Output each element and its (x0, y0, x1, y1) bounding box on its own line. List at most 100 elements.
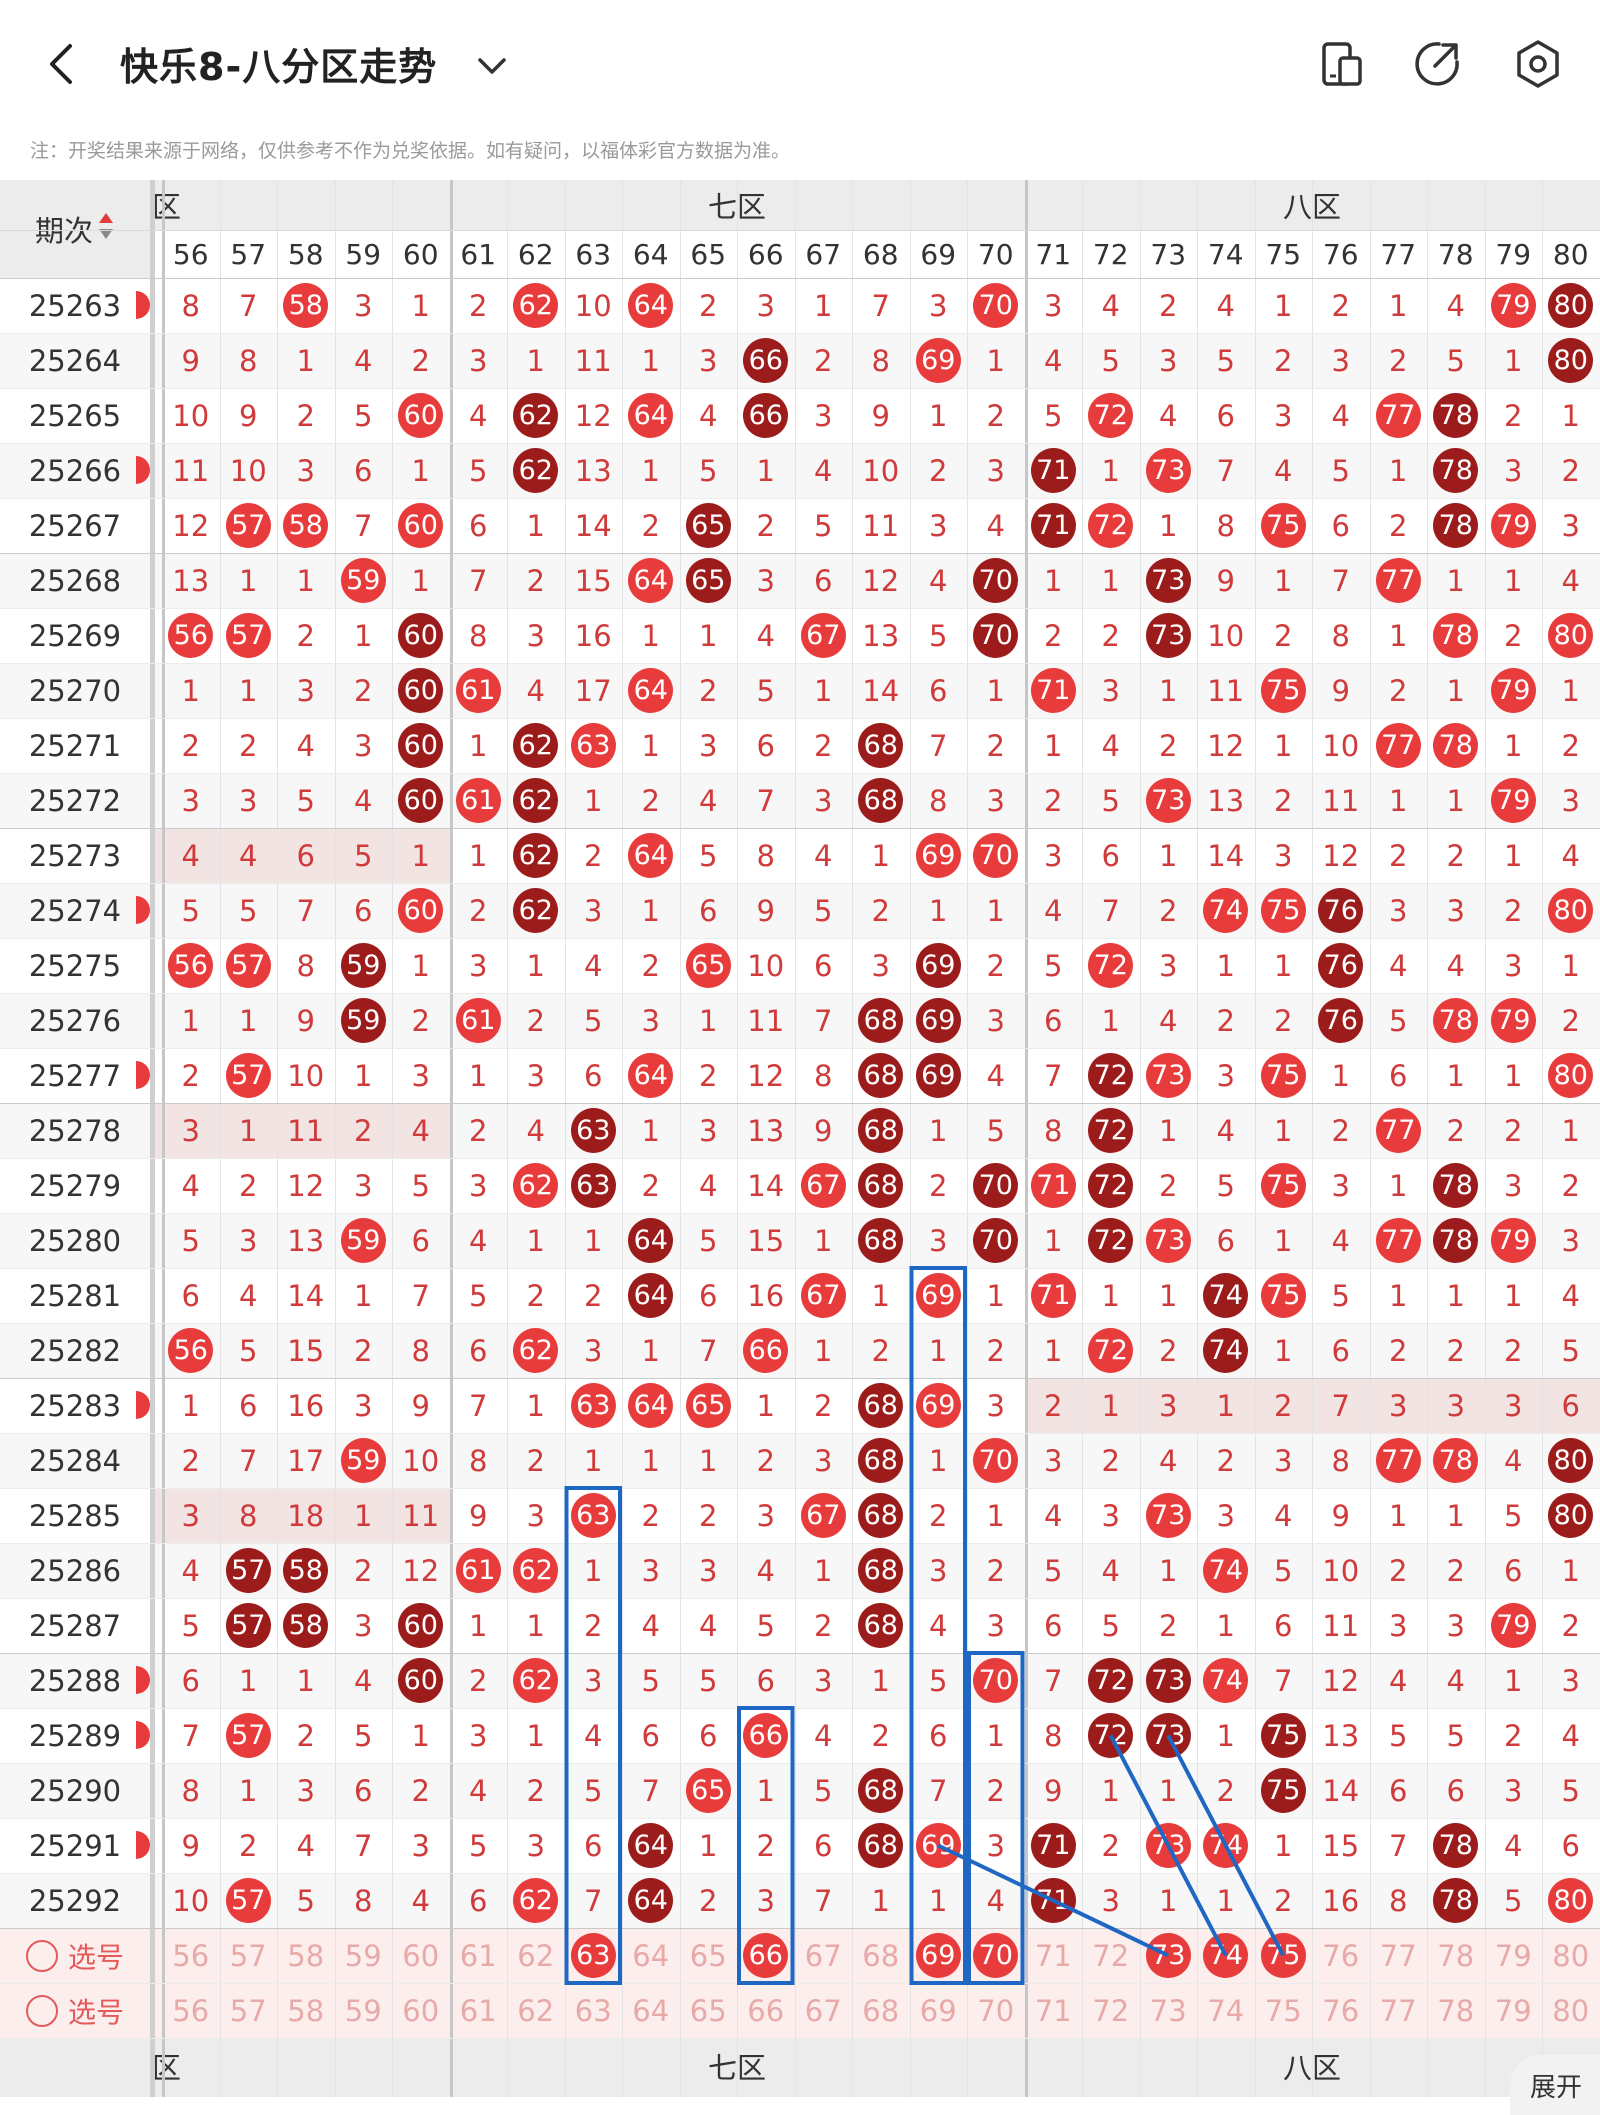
number-cell: 64 (622, 663, 680, 718)
miss-count: 3 (1370, 883, 1428, 938)
select-cell[interactable]: 78 (1427, 1928, 1485, 1983)
select-cell[interactable]: 71 (1025, 1928, 1083, 1983)
selected-ball[interactable]: 74 (1203, 1933, 1248, 1978)
miss-count: 5 (1542, 1323, 1600, 1378)
select-cell[interactable]: 68 (852, 1983, 910, 2038)
select-cell[interactable]: 65 (680, 1928, 738, 1983)
table-row-issue: 25281 (0, 1268, 150, 1323)
hit-ball: 61 (456, 1548, 501, 1593)
miss-count: 1 (1542, 388, 1600, 443)
select-cell[interactable]: 73 (1140, 1928, 1198, 1983)
select-cell[interactable]: 72 (1082, 1983, 1140, 2038)
issue-sort-header[interactable]: 期次 (0, 180, 150, 278)
select-cell[interactable]: 67 (795, 1983, 853, 2038)
select-cell[interactable]: 61 (450, 1928, 508, 1983)
grid-vline (967, 180, 968, 2097)
device-button[interactable] (1310, 32, 1374, 96)
selected-ball[interactable]: 75 (1261, 1933, 1306, 1978)
hit-ball-streak: 71 (1031, 1823, 1076, 1868)
table-row-issue: 25264 (0, 333, 150, 388)
selected-ball[interactable]: 70 (973, 1933, 1018, 1978)
select-cell[interactable]: 62 (507, 1928, 565, 1983)
select-cell[interactable]: 60 (392, 1928, 450, 1983)
select-cell[interactable]: 69 (910, 1983, 968, 2038)
select-cell[interactable]: 60 (392, 1983, 450, 2038)
select-circle-icon[interactable] (26, 1940, 58, 1972)
select-cell[interactable]: 66 (737, 1928, 795, 1983)
hit-ball: 73 (1146, 1493, 1191, 1538)
expand-button[interactable]: 展开 (1510, 2055, 1600, 2115)
number-cell: 76 (1312, 993, 1370, 1048)
select-cell[interactable]: 77 (1370, 1928, 1428, 1983)
hit-ball-streak: 78 (1433, 1163, 1478, 1208)
sort-icon (97, 211, 115, 248)
select-cell[interactable]: 75 (1255, 1928, 1313, 1983)
select-cell[interactable]: 70 (967, 1983, 1025, 2038)
select-cell[interactable]: 59 (335, 1983, 393, 2038)
select-cell[interactable]: 75 (1255, 1983, 1313, 2038)
select-cell[interactable]: 79 (1485, 1928, 1543, 1983)
miss-count: 1 (1140, 1268, 1198, 1323)
select-cell[interactable]: 79 (1485, 1983, 1543, 2038)
number-cell: 68 (852, 1433, 910, 1488)
select-cell[interactable]: 67 (795, 1928, 853, 1983)
select-cell[interactable]: 68 (852, 1928, 910, 1983)
select-cell[interactable]: 74 (1197, 1983, 1255, 2038)
select-cell[interactable]: 70 (967, 1928, 1025, 1983)
settings-button[interactable] (1506, 32, 1570, 96)
select-cell[interactable]: 73 (1140, 1983, 1198, 2038)
selection-row-label[interactable]: 选号 (0, 1983, 150, 2038)
selected-ball[interactable]: 66 (743, 1933, 788, 1978)
miss-count: 4 (392, 1873, 450, 1928)
select-cell[interactable]: 56 (162, 1928, 220, 1983)
select-cell[interactable]: 58 (277, 1983, 335, 2038)
select-cell[interactable]: 76 (1312, 1983, 1370, 2038)
hit-ball: 63 (571, 1493, 616, 1538)
select-circle-icon[interactable] (26, 1995, 58, 2027)
select-cell[interactable]: 80 (1542, 1983, 1600, 2038)
number-cell: 64 (622, 1268, 680, 1323)
selection-row-label[interactable]: 选号 (0, 1928, 150, 1983)
select-cell[interactable]: 64 (622, 1983, 680, 2038)
miss-count: 4 (680, 388, 738, 443)
miss-count: 1 (1140, 828, 1198, 883)
select-cell[interactable]: 66 (737, 1983, 795, 2038)
miss-count: 4 (220, 1268, 278, 1323)
select-cell[interactable]: 56 (162, 1983, 220, 2038)
share-button[interactable] (1405, 32, 1469, 96)
select-cell[interactable]: 64 (622, 1928, 680, 1983)
selected-ball[interactable]: 63 (571, 1933, 616, 1978)
selected-ball[interactable]: 73 (1146, 1933, 1191, 1978)
select-cell[interactable]: 74 (1197, 1928, 1255, 1983)
select-cell[interactable]: 59 (335, 1928, 393, 1983)
select-cell[interactable]: 57 (220, 1928, 278, 1983)
number-cell: 62 (507, 883, 565, 938)
hit-ball: 79 (1491, 503, 1536, 548)
select-cell[interactable]: 69 (910, 1928, 968, 1983)
title-dropdown-button[interactable] (460, 34, 524, 98)
back-button[interactable] (30, 32, 94, 96)
select-cell[interactable]: 78 (1427, 1983, 1485, 2038)
select-cell[interactable]: 72 (1082, 1928, 1140, 1983)
select-cell[interactable]: 58 (277, 1928, 335, 1983)
miss-count: 3 (392, 1818, 450, 1873)
select-cell[interactable]: 57 (220, 1983, 278, 2038)
miss-count: 2 (450, 1103, 508, 1158)
select-cell[interactable]: 71 (1025, 1983, 1083, 2038)
selected-ball[interactable]: 69 (916, 1933, 961, 1978)
select-cell[interactable]: 76 (1312, 1928, 1370, 1983)
miss-count: 16 (565, 608, 623, 663)
miss-count: 3 (1312, 333, 1370, 388)
select-cell[interactable]: 61 (450, 1983, 508, 2038)
page-title[interactable]: 快乐8-八分区走势 (120, 36, 437, 91)
number-cell: 80 (1542, 1048, 1600, 1103)
select-cell[interactable]: 62 (507, 1983, 565, 2038)
select-cell[interactable]: 80 (1542, 1928, 1600, 1983)
select-cell[interactable]: 63 (565, 1983, 623, 2038)
miss-count: 5 (622, 1653, 680, 1708)
select-cell[interactable]: 63 (565, 1928, 623, 1983)
select-cell[interactable]: 65 (680, 1983, 738, 2038)
select-cell[interactable]: 77 (1370, 1983, 1428, 2038)
number-cell: 73 (1140, 1488, 1198, 1543)
